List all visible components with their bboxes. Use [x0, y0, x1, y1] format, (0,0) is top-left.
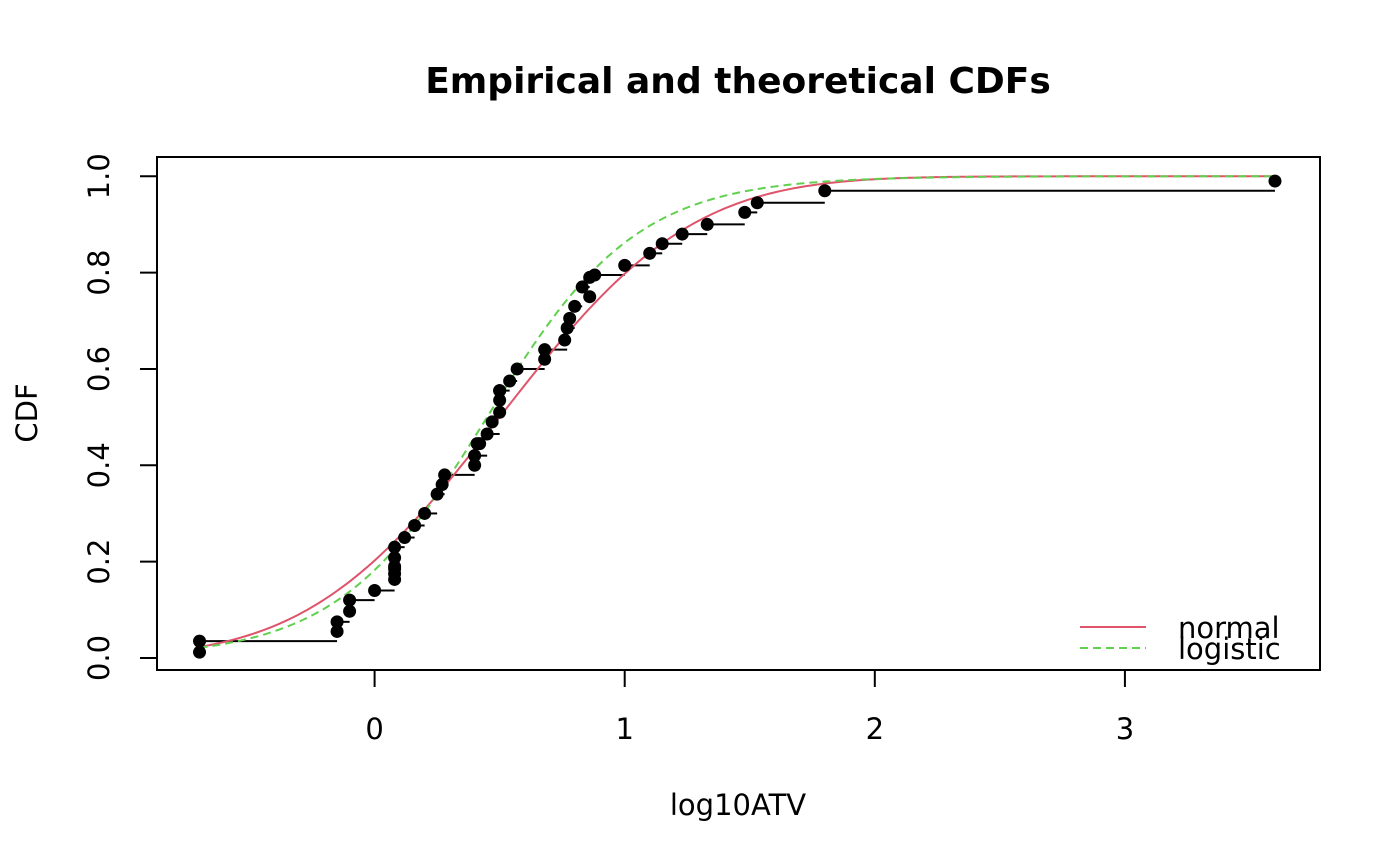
ecdf-point: [493, 405, 507, 419]
x-tick-label: 0: [365, 712, 383, 746]
normal-cdf-curve: [199, 175, 1275, 648]
ecdf-point: [493, 384, 507, 398]
x-tick-label: 1: [615, 712, 633, 746]
legend-logistic-label: logistic: [1178, 632, 1281, 666]
ecdf-point: [510, 362, 524, 376]
y-tick-label: 0.6: [82, 346, 116, 392]
ecdf-point: [193, 634, 207, 648]
ecdf-point: [493, 393, 507, 407]
ecdf-point: [583, 290, 597, 304]
ecdf-point: [473, 437, 487, 451]
ecdf-point: [568, 299, 582, 313]
y-tick-label: 0.0: [82, 635, 116, 681]
ecdf-point: [575, 280, 589, 294]
ecdf-point: [343, 593, 357, 607]
theoretical-curves: [199, 175, 1275, 649]
ecdf-point: [655, 237, 669, 251]
ecdf-point: [738, 205, 752, 219]
y-axis: 0.0 0.2 0.4 0.6 0.8 1.0: [82, 153, 157, 681]
ecdf-point: [388, 540, 402, 554]
x-tick-label: 3: [1116, 712, 1134, 746]
x-tick-label: 2: [866, 712, 884, 746]
ecdf-point: [700, 217, 714, 231]
ecdf-point: [503, 374, 517, 388]
ecdf-point: [468, 449, 482, 463]
ecdf-point: [675, 227, 689, 241]
ecdf-point: [430, 487, 444, 501]
ecdf-point: [485, 415, 499, 429]
legend: normal logistic: [1080, 611, 1281, 666]
ecdf-point: [330, 615, 344, 629]
ecdf-point: [343, 604, 357, 618]
ecdf-point: [480, 427, 494, 441]
ecdf-point: [398, 531, 412, 545]
ecdf-point: [750, 196, 764, 210]
ecdf-point: [643, 246, 657, 260]
plot-box: [156, 156, 1321, 671]
ecdf-point: [618, 258, 632, 272]
y-tick-label: 1.0: [82, 153, 116, 199]
ecdf-point: [408, 518, 422, 532]
ecdf-point: [563, 311, 577, 325]
ecdf-point: [468, 458, 482, 472]
ecdf-point: [538, 343, 552, 357]
logistic-cdf-curve: [199, 175, 1275, 649]
ecdf-point: [330, 624, 344, 638]
y-tick-label: 0.4: [82, 442, 116, 488]
x-axis: 0 1 2 3: [365, 670, 1134, 746]
ecdf-point: [818, 184, 832, 198]
ecdf-point: [193, 645, 207, 659]
ecdf-point: [1268, 174, 1282, 188]
ecdf-point: [538, 352, 552, 366]
ecdf-point: [418, 506, 432, 520]
chart-title: Empirical and theoretical CDFs: [425, 61, 1051, 102]
ecdf-point: [368, 584, 382, 598]
x-axis-label: log10ATV: [670, 788, 806, 822]
ecdf-point: [558, 333, 572, 347]
legend-normal-label: normal: [1178, 611, 1280, 645]
ecdf-point: [388, 567, 402, 581]
ecdf-point: [588, 268, 602, 282]
y-tick-label: 0.8: [82, 250, 116, 296]
y-axis-label: CDF: [10, 383, 44, 442]
ecdf-points: [193, 174, 1282, 659]
y-tick-label: 0.2: [82, 539, 116, 585]
ecdf-point: [435, 478, 449, 492]
